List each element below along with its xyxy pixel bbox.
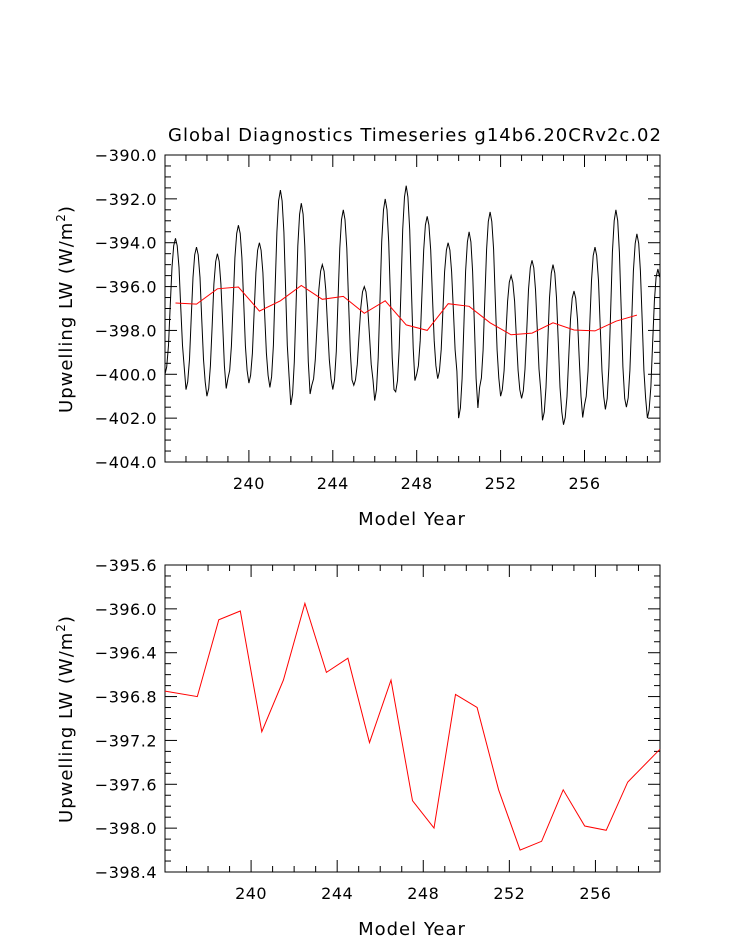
x-tick-label: 240 xyxy=(233,474,265,493)
top-y-axis: −390.0 −392.0 −394.0 −396.0 −398.0 −400.0 −402… xyxy=(95,146,660,472)
x-tick-label: 252 xyxy=(485,474,517,493)
bottom-x-axis: 240 244 248 252 256 xyxy=(164,565,661,903)
x-tick-label: 248 xyxy=(407,884,439,903)
annual-mean-series-line xyxy=(164,601,661,851)
bottom-y-axis: −395.6 −396.0 −396.4 −396.8 −397.2 −397.6 −398… xyxy=(95,556,660,882)
bottom-panel: −395.6 −396.0 −396.4 −396.8 −397.2 −397.6 −398… xyxy=(54,556,661,940)
chart-title: Global Diagnostics Timeseries g14b6.20CR… xyxy=(168,125,662,146)
y-tick-label: −394.0 xyxy=(95,234,157,253)
bottom-x-axis-label: Model Year xyxy=(358,919,466,940)
top-x-axis-label: Model Year xyxy=(358,509,466,530)
y-tick-label: −400.0 xyxy=(95,365,157,384)
y-tick-label: −398.0 xyxy=(95,321,157,340)
x-tick-label: 256 xyxy=(579,884,611,903)
x-tick-label: 244 xyxy=(321,884,353,903)
y-tick-label: −396.8 xyxy=(95,688,157,707)
y-tick-label: −397.2 xyxy=(95,731,157,750)
monthly-series-line xyxy=(164,185,661,425)
y-tick-label: −390.0 xyxy=(95,146,157,165)
y-tick-label: −396.0 xyxy=(95,278,157,297)
y-tick-label: −398.0 xyxy=(95,819,157,838)
top-plot-frame xyxy=(164,154,661,463)
y-tick-label: −395.6 xyxy=(95,556,157,575)
y-tick-label: −404.0 xyxy=(95,453,157,472)
y-tick-label: −397.6 xyxy=(95,775,157,794)
bottom-y-axis-label: Upwelling LW (W/m2) xyxy=(54,615,77,823)
top-x-axis: 240 244 248 252 256 xyxy=(164,155,648,493)
y-tick-label: −396.4 xyxy=(95,644,157,663)
x-tick-label: 240 xyxy=(235,884,267,903)
y-tick-label: −392.0 xyxy=(95,190,157,209)
y-tick-label: −402.0 xyxy=(95,409,157,428)
x-tick-label: 248 xyxy=(401,474,433,493)
x-tick-label: 256 xyxy=(568,474,600,493)
y-tick-label: −398.4 xyxy=(95,863,157,882)
y-tick-label: −396.0 xyxy=(95,600,157,619)
x-tick-label: 252 xyxy=(493,884,525,903)
x-tick-label: 244 xyxy=(317,474,349,493)
top-y-axis-label: Upwelling LW (W/m2) xyxy=(54,205,77,413)
annual-mean-series-line xyxy=(175,284,638,336)
top-panel: −390.0 −392.0 −394.0 −396.0 −398.0 −400.0 −402… xyxy=(54,146,661,530)
